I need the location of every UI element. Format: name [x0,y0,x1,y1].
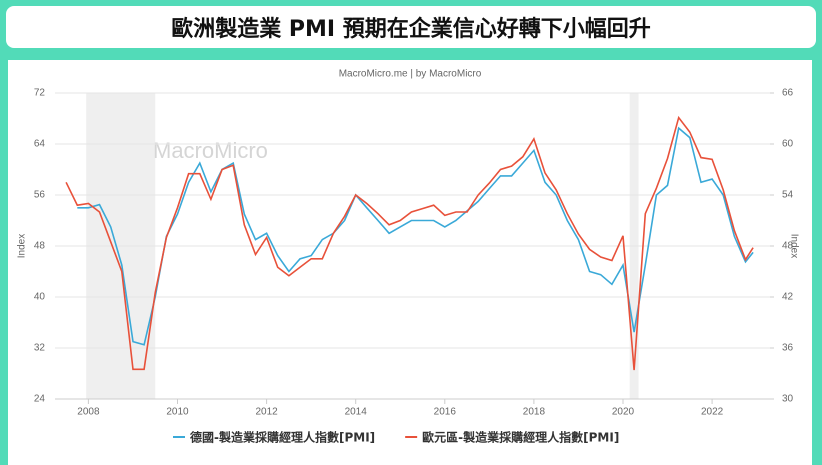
y-tick-label: 40 [34,292,46,303]
y2-tick-label: 54 [782,190,794,201]
y2-tick-label: 66 [782,88,794,99]
y2-tick-label: 60 [782,139,794,150]
y2-axis-label: Index [788,234,799,258]
y2-tick-label: 30 [782,394,794,405]
y-axis-label: Index [17,234,28,258]
chart-panel: MacroMicro.me | by MacroMicro MacroMicro… [8,60,812,465]
y-tick-label: 48 [34,241,46,252]
y-tick-label: 24 [34,394,46,405]
x-tick-label: 2018 [523,407,546,418]
y-tick-label: 56 [34,190,46,201]
watermark: MacroMicro [153,138,268,163]
title-bar: 歐洲製造業 PMI 預期在企業信心好轉下小幅回升 [6,6,816,48]
legend-label: 歐元區-製造業採購經理人指數[PMI] [422,430,619,445]
y-tick-label: 32 [34,343,46,354]
y-tick-label: 72 [34,88,46,99]
y2-tick-label: 42 [782,292,794,303]
y-tick-label: 64 [34,139,46,150]
x-tick-label: 2008 [77,407,100,418]
series-line [65,115,754,371]
series-line [77,126,754,346]
y2-tick-label: 48 [782,241,794,252]
x-tick-label: 2014 [345,407,368,418]
x-tick-label: 2010 [166,407,189,418]
legend-label: 德國-製造業採購經理人指數[PMI] [190,430,375,445]
chart-subtitle: MacroMicro.me | by MacroMicro [339,69,482,80]
x-tick-label: 2020 [612,407,635,418]
x-tick-label: 2012 [255,407,278,418]
x-tick-label: 2022 [701,407,724,418]
chart: MacroMicro.me | by MacroMicro MacroMicro… [17,69,800,445]
x-tick-label: 2016 [434,407,457,418]
y2-tick-label: 36 [782,343,794,354]
